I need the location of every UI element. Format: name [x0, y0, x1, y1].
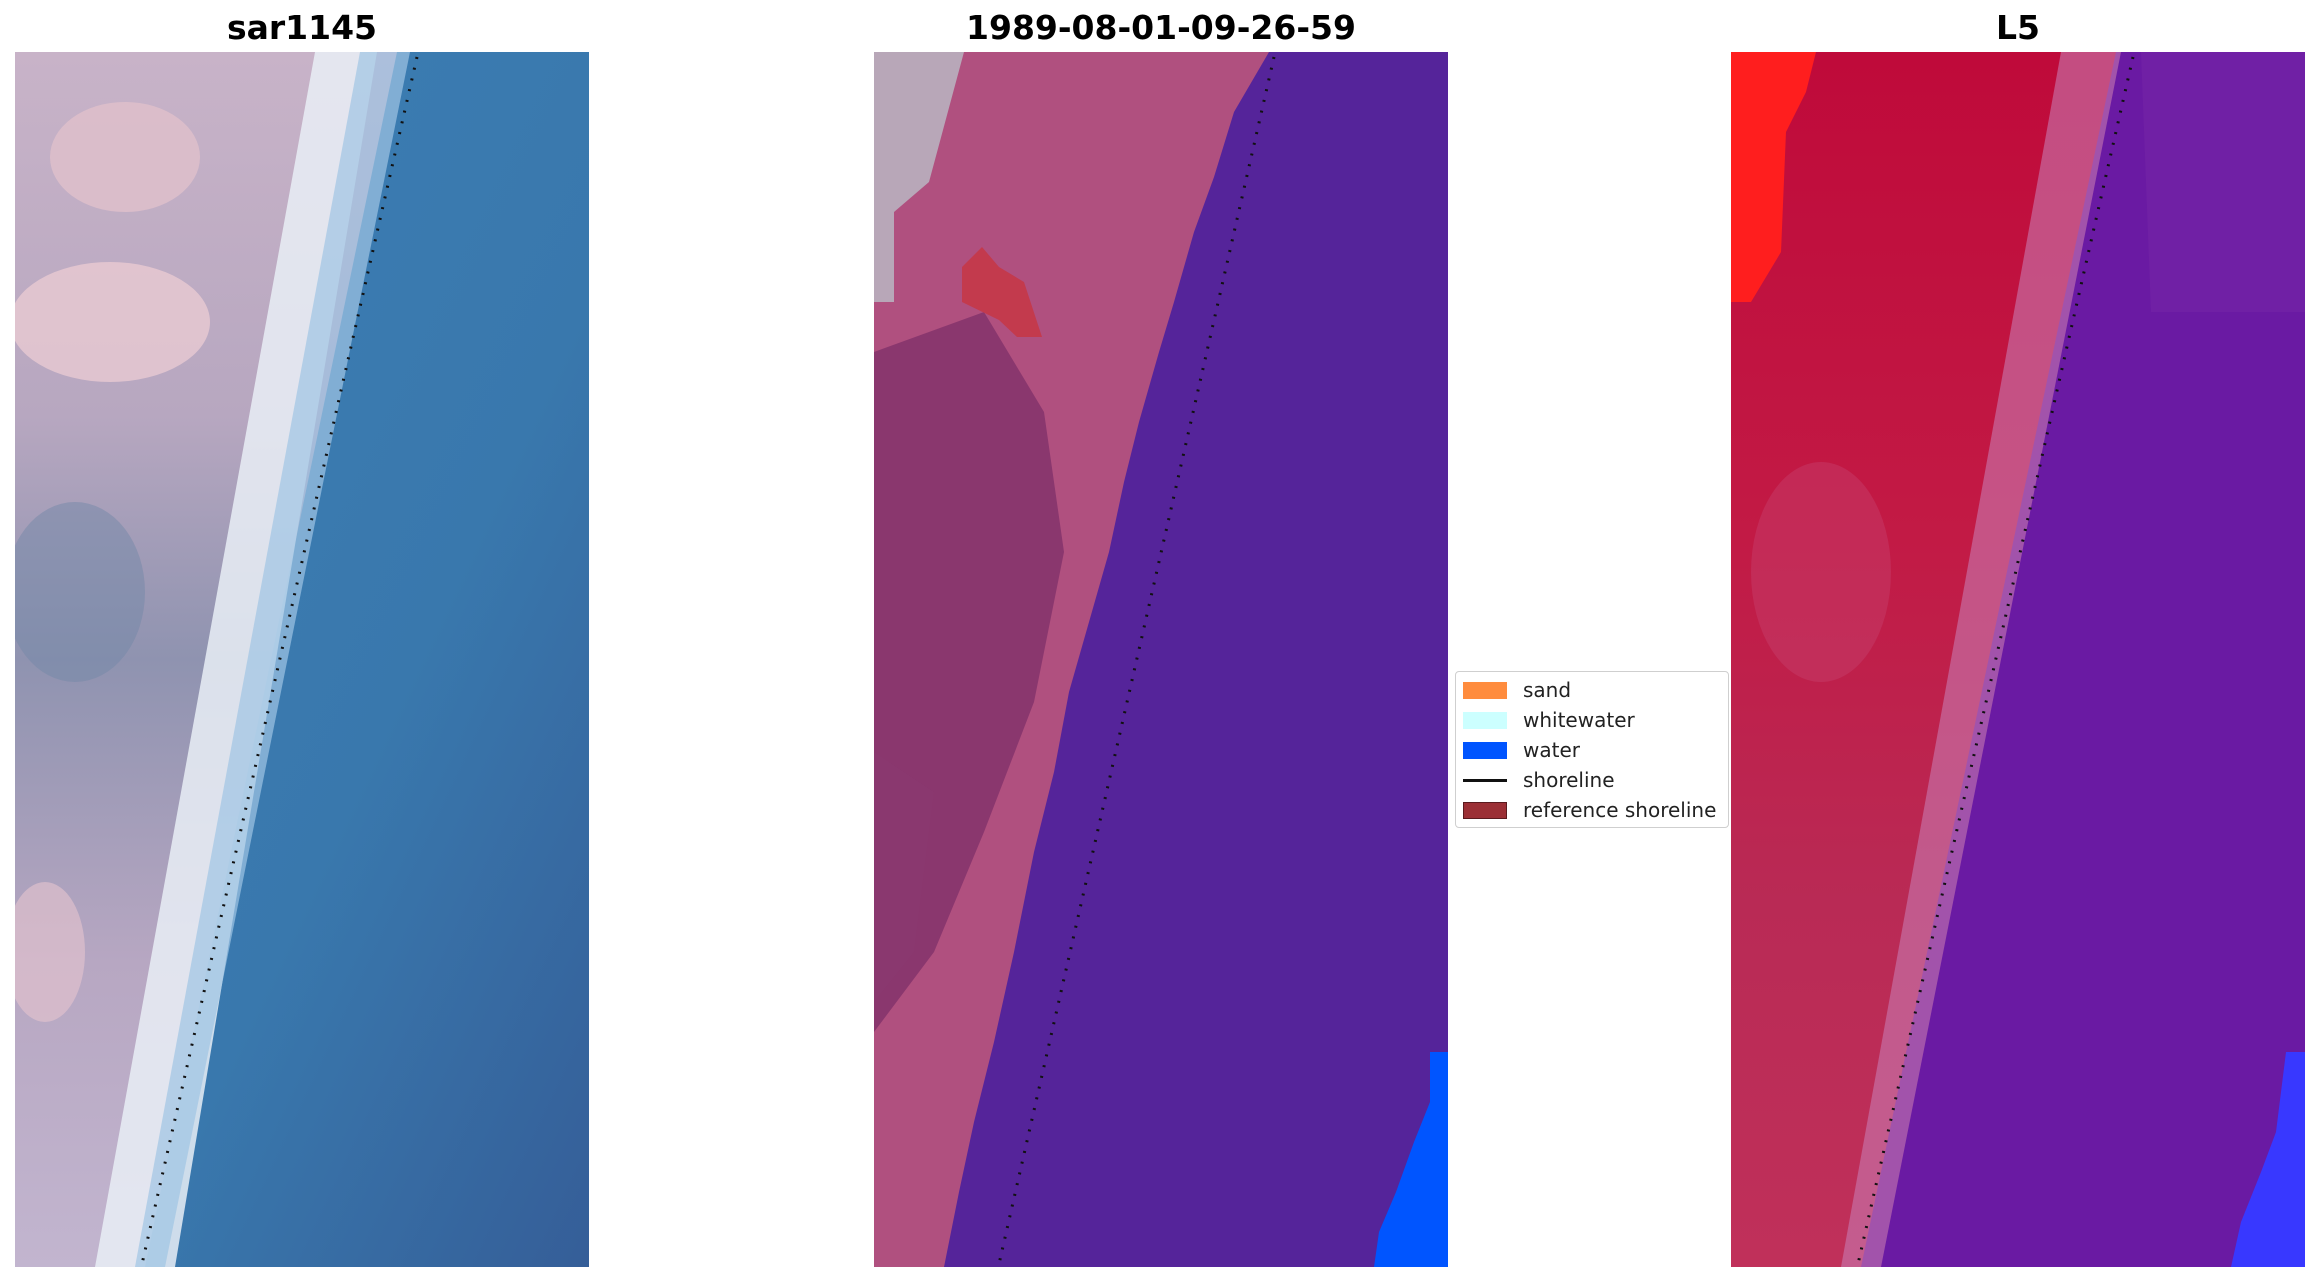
l5-image — [1731, 52, 2305, 1267]
rgb-image — [15, 52, 589, 1267]
shoreline-line-swatch — [1463, 772, 1507, 789]
l5-image-panel — [1731, 52, 2305, 1267]
legend-item-sand: sand — [1463, 675, 1571, 705]
legend-item-reference-shoreline: reference shoreline — [1463, 795, 1716, 825]
legend-label-reference-shoreline: reference shoreline — [1523, 798, 1717, 822]
legend-label-sand: sand — [1523, 678, 1572, 702]
sand-swatch — [1463, 681, 1507, 699]
reference-shoreline-swatch — [1463, 801, 1507, 819]
legend-item-water: water — [1463, 735, 1580, 765]
legend-item-shoreline: shoreline — [1463, 765, 1615, 795]
legend-item-whitewater: whitewater — [1463, 705, 1635, 735]
classified-image-panel — [874, 52, 1448, 1267]
title-mndwi: L5 — [1996, 8, 2040, 47]
title-rgb: sar1145 — [226, 8, 378, 47]
legend-label-whitewater: whitewater — [1523, 708, 1635, 732]
whitewater-swatch — [1463, 711, 1507, 729]
legend: sand whitewater water shoreline referenc… — [1455, 671, 1729, 828]
title-classified: 1989-08-01-09-26-59 — [966, 8, 1356, 47]
water-swatch — [1463, 741, 1507, 759]
rgb-image-panel — [15, 52, 589, 1267]
legend-label-water: water — [1523, 738, 1580, 762]
legend-label-shoreline: shoreline — [1523, 768, 1615, 792]
classified-image — [874, 52, 1448, 1267]
